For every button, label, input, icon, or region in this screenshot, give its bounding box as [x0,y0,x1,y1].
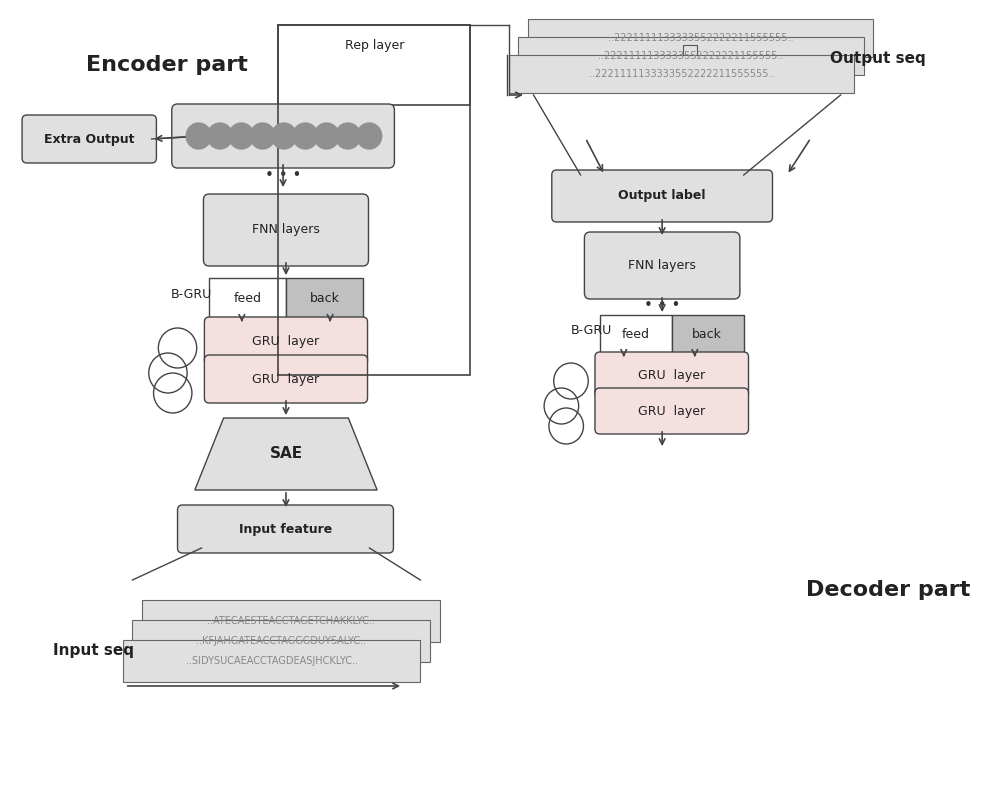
Text: FNN layers: FNN layers [252,223,320,237]
Bar [672,315,744,355]
Text: GRU  layer: GRU layer [638,369,705,381]
Bar [278,25,470,375]
FancyBboxPatch shape [595,388,749,434]
Circle shape [207,123,232,149]
Text: ..22211111333335S2222221155555..: ..22211111333335S2222221155555.. [598,51,784,61]
Text: SAE: SAE [269,446,303,461]
Text: feed: feed [234,292,262,306]
Text: back: back [692,329,722,341]
FancyBboxPatch shape [204,317,368,365]
Text: Output label: Output label [618,189,706,203]
Bar [518,37,864,75]
Text: ..ATECAESTEACCTAGETCHAKKLYC..: ..ATECAESTEACCTAGETCHAKKLYC.. [207,616,375,626]
Circle shape [293,123,318,149]
FancyBboxPatch shape [595,352,749,398]
Text: ..SIDYSUCAEACCTAGDEASJHCKLYC..: ..SIDYSUCAEACCTAGDEASJHCKLYC.. [186,656,358,666]
Circle shape [314,123,339,149]
FancyBboxPatch shape [203,194,368,266]
Text: Encoder part: Encoder part [86,55,248,75]
Text: B-GRU: B-GRU [571,324,612,336]
Text: back: back [309,292,339,306]
FancyBboxPatch shape [178,505,393,553]
Text: Input seq: Input seq [53,642,134,658]
FancyBboxPatch shape [172,104,394,168]
Text: • • •: • • • [265,167,301,182]
Circle shape [357,123,382,149]
Bar [278,25,470,105]
Bar [600,315,672,355]
Text: GRU  layer: GRU layer [252,373,320,385]
Polygon shape [195,418,377,490]
Text: ..KFJAHGATEACCTAGGGDUYSALYC..: ..KFJAHGATEACCTAGGGDUYSALYC.. [196,636,366,646]
Circle shape [335,123,360,149]
FancyBboxPatch shape [204,355,368,403]
FancyBboxPatch shape [584,232,740,299]
Text: GRU  layer: GRU layer [252,335,320,347]
Text: Decoder part: Decoder part [806,580,970,600]
Text: B-GRU: B-GRU [171,288,212,302]
Bar [528,19,873,57]
Text: ..2221111133333552222211555555..: ..2221111133333552222211555555.. [608,33,793,43]
Text: Extra Output: Extra Output [44,133,134,145]
FancyBboxPatch shape [552,170,772,222]
FancyBboxPatch shape [22,115,156,163]
Circle shape [250,123,275,149]
Circle shape [271,123,296,149]
Text: Input feature: Input feature [239,523,332,535]
Bar [142,600,440,642]
Text: Output seq: Output seq [830,50,926,65]
Text: FNN layers: FNN layers [628,259,696,272]
Text: ..2221111133333552222211555555..: ..2221111133333552222211555555.. [589,69,774,79]
Bar [509,55,854,93]
Circle shape [229,123,254,149]
Bar [132,620,430,662]
Text: GRU  layer: GRU layer [638,405,705,417]
Bar [123,640,420,682]
Text: Rep layer: Rep layer [345,39,404,52]
Circle shape [186,123,211,149]
Bar [209,278,286,320]
Bar [286,278,363,320]
Text: • • •: • • • [644,297,680,313]
Text: feed: feed [621,329,649,341]
Bar [683,45,697,63]
